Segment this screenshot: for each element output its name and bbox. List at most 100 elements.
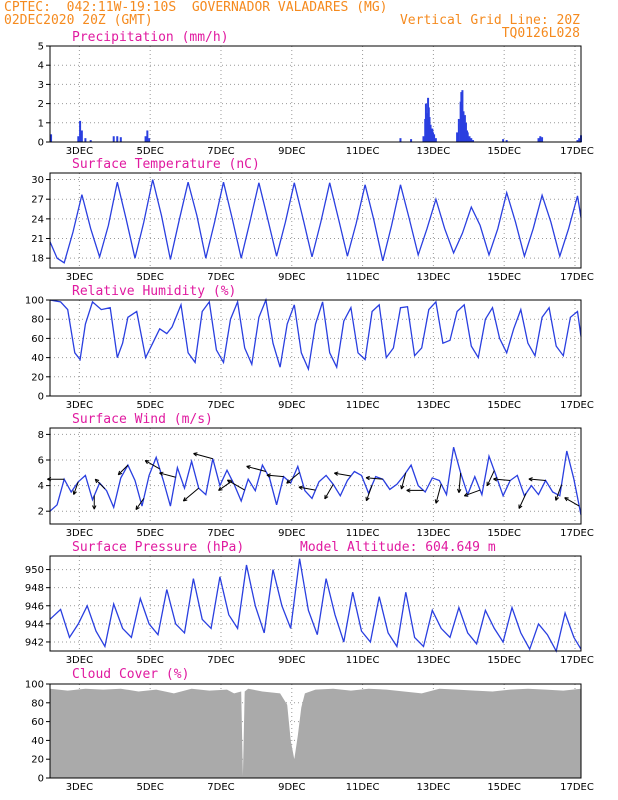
y-tick-label: 4 bbox=[38, 61, 44, 72]
y-tick-label: 3 bbox=[38, 80, 44, 91]
y-tick-label: 100 bbox=[25, 296, 44, 307]
y-tick-label: 18 bbox=[31, 254, 44, 265]
precip-bar bbox=[433, 134, 436, 142]
x-tick-label: 9DEC bbox=[278, 528, 305, 539]
wind-arrow-head bbox=[400, 485, 405, 490]
wind-arrow-head bbox=[528, 477, 533, 482]
precip-bar bbox=[502, 139, 505, 142]
panel-frame bbox=[49, 172, 582, 269]
wind-arrow bbox=[528, 478, 546, 481]
precip-bar bbox=[541, 137, 544, 142]
wind-arrow-head bbox=[159, 471, 164, 476]
x-tick-label: 7DEC bbox=[207, 400, 234, 411]
x-tick-label: 15DEC bbox=[487, 146, 521, 157]
precip-bar bbox=[460, 92, 463, 142]
precip-bar bbox=[116, 136, 119, 142]
y-tick-label: 8 bbox=[38, 430, 44, 441]
panel-frame bbox=[49, 299, 582, 397]
y-tick-label: 4 bbox=[38, 481, 44, 492]
precip-bar bbox=[428, 117, 431, 142]
panel-title: Cloud Cover (%) bbox=[72, 667, 189, 682]
x-tick-label: 13DEC bbox=[417, 272, 451, 283]
x-tick-label: 13DEC bbox=[417, 146, 451, 157]
wind-arrow-head bbox=[218, 486, 223, 491]
precip-bar bbox=[119, 137, 122, 142]
x-tick-label: 5DEC bbox=[136, 782, 163, 793]
wind-arrow-head bbox=[226, 479, 232, 484]
x-tick-label: 13DEC bbox=[417, 782, 451, 793]
x-tick-label: 3DEC bbox=[66, 146, 93, 157]
wind-arrow-head bbox=[406, 488, 411, 493]
precip-bar bbox=[422, 136, 425, 142]
wind-arrow bbox=[458, 472, 462, 493]
wind-arrow bbox=[298, 486, 316, 491]
wind-arrow-head bbox=[365, 475, 370, 481]
wind-arrow-head bbox=[518, 504, 523, 509]
wind-arrow bbox=[564, 497, 580, 507]
y-tick-label: 20 bbox=[31, 755, 44, 766]
precip-bar bbox=[537, 138, 540, 142]
precip-bar bbox=[456, 132, 459, 142]
y-tick-label: 27 bbox=[31, 195, 44, 206]
header-run-date: 02DEC2020 20Z (GMT) bbox=[4, 13, 153, 28]
x-tick-label: 11DEC bbox=[346, 146, 380, 157]
x-tick-label: 3DEC bbox=[66, 782, 93, 793]
y-tick-label: 948 bbox=[25, 583, 44, 594]
wind-arrow bbox=[246, 465, 267, 473]
wind-arrow bbox=[144, 460, 160, 470]
wind-arrow-head bbox=[193, 452, 198, 457]
x-tick-label: 3DEC bbox=[66, 400, 93, 411]
wind-arrow bbox=[400, 472, 407, 490]
y-tick-label: 30 bbox=[31, 175, 44, 186]
x-tick-label: 5DEC bbox=[136, 528, 163, 539]
wind-arrow-head bbox=[486, 481, 491, 487]
wind-arrow bbox=[117, 464, 129, 476]
y-tick-label: 60 bbox=[31, 717, 44, 728]
x-tick-label: 9DEC bbox=[278, 400, 305, 411]
y-tick-label: 0 bbox=[38, 392, 44, 403]
x-tick-label: 11DEC bbox=[346, 272, 380, 283]
x-tick-label: 13DEC bbox=[417, 528, 451, 539]
precip-bar bbox=[84, 138, 87, 142]
header-station: CPTEC: 042:11W-19:10S GOVERNADOR VALADAR… bbox=[4, 0, 388, 15]
wind-arrow-head bbox=[564, 497, 569, 502]
panel-title: Relative Humidity (%) bbox=[72, 284, 236, 299]
y-tick-label: 40 bbox=[31, 353, 44, 364]
y-tick-label: 1 bbox=[38, 118, 44, 129]
panel-title: Surface Temperature (nC) bbox=[72, 157, 260, 172]
wind-arrow-head bbox=[463, 492, 469, 497]
x-tick-label: 15DEC bbox=[487, 400, 521, 411]
y-tick-label: 80 bbox=[31, 315, 44, 326]
x-tick-label: 17DEC bbox=[560, 400, 594, 411]
y-tick-label: 950 bbox=[25, 565, 44, 576]
precip-bar bbox=[429, 124, 432, 142]
x-tick-label: 7DEC bbox=[207, 146, 234, 157]
precip-bar bbox=[578, 138, 581, 142]
precip-bar bbox=[539, 136, 542, 142]
x-tick-label: 7DEC bbox=[207, 655, 234, 666]
wind-arrow bbox=[227, 479, 245, 491]
precip-bar bbox=[472, 140, 475, 142]
wind-arrow-head bbox=[94, 478, 100, 484]
y-tick-label: 20 bbox=[31, 372, 44, 383]
x-tick-label: 11DEC bbox=[346, 655, 380, 666]
precip-bar bbox=[79, 120, 82, 142]
header-grid-line: Vertical Grid Line: 20Z bbox=[399, 13, 580, 28]
wind-arrow bbox=[435, 483, 442, 504]
x-tick-label: 5DEC bbox=[136, 400, 163, 411]
y-tick-label: 944 bbox=[25, 619, 44, 630]
wind-arrow bbox=[183, 487, 200, 502]
wind-arrow-head bbox=[144, 460, 150, 465]
wind-arrow-head bbox=[493, 477, 498, 482]
wind-arrow bbox=[159, 472, 176, 478]
y-tick-label: 5 bbox=[38, 42, 44, 53]
precip-bar bbox=[434, 138, 437, 142]
y-tick-label: 0 bbox=[38, 138, 44, 149]
precip-bar bbox=[464, 122, 467, 142]
precip-bar bbox=[468, 136, 471, 142]
series-line bbox=[49, 558, 582, 653]
x-tick-label: 13DEC bbox=[417, 400, 451, 411]
x-tick-label: 11DEC bbox=[346, 528, 380, 539]
x-tick-label: 15DEC bbox=[487, 272, 521, 283]
